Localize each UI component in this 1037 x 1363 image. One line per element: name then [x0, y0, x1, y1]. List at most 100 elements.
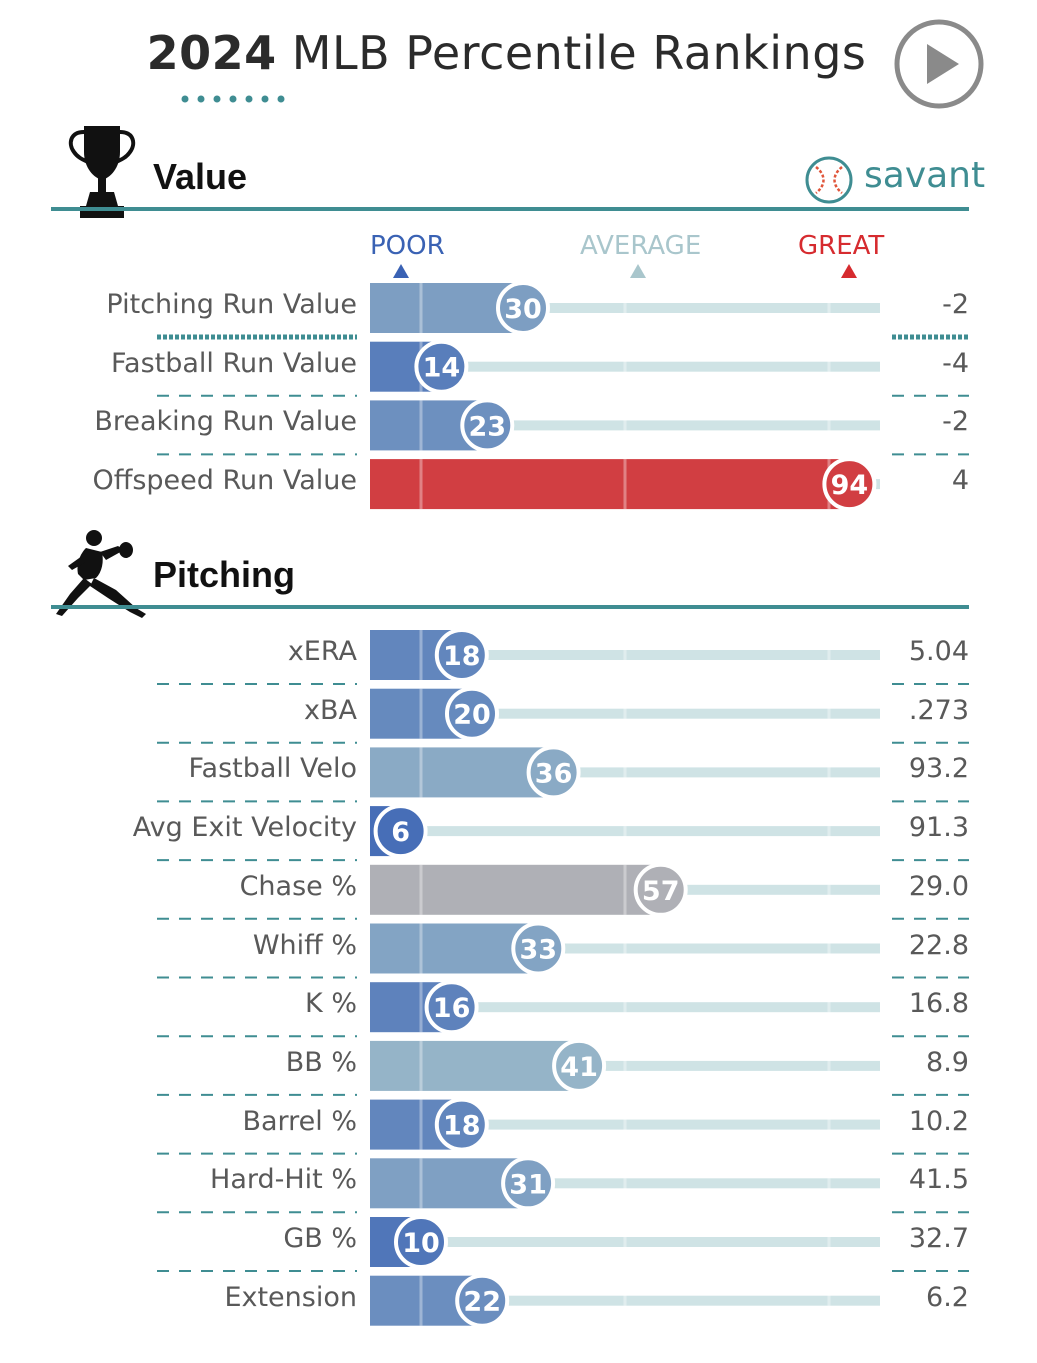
- track-fastball-run-value: [370, 361, 880, 372]
- row-label-whiff: Whiff %: [252, 929, 357, 961]
- ref-line-90: [827, 806, 831, 857]
- track-gb: [370, 1237, 880, 1247]
- percentile-circle-fastball-velo: [526, 745, 581, 800]
- ref-line-50: [623, 806, 627, 857]
- percentile-label-fastball-velo: 36: [535, 758, 573, 789]
- track-xba: [370, 708, 880, 719]
- ref-line-10: [419, 1040, 423, 1091]
- ref-line-50: [623, 982, 627, 1033]
- ref-line-90: [827, 341, 831, 392]
- row-value-k: 16.8: [908, 988, 969, 1020]
- ref-line-90: [827, 747, 831, 798]
- ref-line-50: [623, 630, 627, 680]
- percentile-label-bb: 41: [560, 1052, 598, 1083]
- ref-line-50: [623, 747, 627, 798]
- ref-line-90: [827, 1158, 831, 1209]
- trophy-icon: [68, 126, 136, 218]
- percentile-label-xba: 20: [453, 700, 491, 731]
- row-label-gb: GB %: [283, 1223, 357, 1254]
- title-year: 2024: [146, 26, 277, 80]
- scale-average-label: AVERAGE: [580, 231, 702, 261]
- percentile-label-pitching-run-value: 30: [504, 294, 542, 325]
- percentile-label-barrel: 18: [443, 1111, 481, 1142]
- ref-line-50: [623, 400, 627, 451]
- percentile-circle-breaking-run-value: [460, 398, 515, 453]
- percentile-label-k: 16: [433, 993, 471, 1024]
- ref-line-10: [419, 1275, 423, 1326]
- row-label-chase: Chase %: [239, 870, 357, 902]
- row-value-fastball-run-value: -4: [942, 347, 969, 379]
- track-barrel: [370, 1119, 880, 1130]
- track-extension: [370, 1295, 880, 1306]
- percentile-circle-chase: [633, 862, 688, 917]
- percentile-circle-extension: [455, 1273, 510, 1328]
- row-label-bb: BB %: [285, 1046, 357, 1078]
- ref-line-10: [419, 630, 423, 680]
- section-rule-value: [51, 207, 969, 211]
- percentile-circle-bb: [552, 1038, 607, 1093]
- ref-line-10: [419, 1099, 423, 1150]
- percentile-label-gb: 10: [402, 1228, 440, 1259]
- ref-line-50: [623, 688, 627, 739]
- row-label-fastball-velo: Fastball Velo: [188, 753, 357, 785]
- ref-line-10: [419, 923, 423, 974]
- ref-line-50: [623, 459, 627, 510]
- track-pitching-run-value: [370, 303, 880, 313]
- percentile-circle-xera: [434, 628, 489, 682]
- row-value-barrel: 10.2: [908, 1105, 969, 1137]
- bar-chase: [370, 864, 661, 915]
- row-value-breaking-run-value: -2: [942, 406, 969, 438]
- ref-line-10: [419, 459, 423, 510]
- ref-line-90: [827, 630, 831, 680]
- percentile-label-hard-hit: 31: [509, 1169, 547, 1200]
- percentile-circle-hard-hit: [501, 1156, 556, 1211]
- percentile-label-offspeed-run-value: 94: [831, 470, 869, 501]
- scale-great-label: GREAT: [798, 231, 885, 261]
- row-value-offspeed-run-value: 4: [951, 465, 969, 497]
- bar-bb: [370, 1040, 580, 1091]
- percentile-label-avg-exit-velocity: 6: [391, 817, 410, 848]
- row-label-extension: Extension: [224, 1281, 357, 1313]
- row-label-offspeed-run-value: Offspeed Run Value: [92, 465, 357, 497]
- section-rule-pitching: [51, 605, 969, 609]
- bar-offspeed-run-value: [370, 459, 850, 510]
- scale-poor-label: POOR: [370, 231, 445, 261]
- row-label-breaking-run-value: Breaking Run Value: [94, 406, 357, 438]
- ref-line-50: [623, 1217, 627, 1267]
- percentile-circle-gb: [394, 1215, 448, 1269]
- ref-line-10: [419, 688, 423, 739]
- percentile-circle-avg-exit-velocity: [373, 804, 428, 859]
- row-value-fastball-velo: 93.2: [908, 753, 969, 785]
- bar-fastball-velo: [370, 747, 554, 798]
- percentile-label-chase: 57: [642, 876, 680, 907]
- poor-arrow-icon: [393, 264, 409, 278]
- ref-line-50: [623, 864, 627, 915]
- ref-line-90: [827, 688, 831, 739]
- row-value-chase: 29.0: [908, 870, 969, 902]
- percentile-circle-barrel: [434, 1097, 489, 1152]
- ref-line-10: [419, 283, 423, 333]
- percentile-label-whiff: 33: [520, 935, 558, 966]
- track-avg-exit-velocity: [370, 826, 880, 837]
- row-value-whiff: 22.8: [908, 929, 969, 961]
- row-label-xba: xBA: [304, 694, 357, 726]
- track-breaking-run-value: [370, 420, 880, 431]
- percentile-circle-offspeed-run-value: [822, 457, 877, 512]
- title-text: MLB Percentile Rankings: [291, 26, 867, 80]
- row-label-avg-exit-velocity: Avg Exit Velocity: [132, 812, 357, 844]
- row-value-hard-hit: 41.5: [908, 1164, 969, 1196]
- percentile-label-breaking-run-value: 23: [469, 411, 507, 442]
- section-title-pitching: Pitching: [153, 554, 295, 595]
- row-value-gb: 32.7: [908, 1223, 969, 1254]
- row-label-k: K %: [305, 988, 357, 1020]
- percentile-circle-xba: [445, 686, 499, 741]
- play-icon[interactable]: [893, 18, 985, 110]
- percentile-circle-whiff: [511, 921, 566, 976]
- ref-line-50: [623, 1099, 627, 1150]
- bar-whiff: [370, 923, 539, 974]
- ref-line-50: [623, 923, 627, 974]
- track-k: [370, 1002, 880, 1013]
- row-label-pitching-run-value: Pitching Run Value: [106, 289, 357, 320]
- ref-line-50: [623, 341, 627, 392]
